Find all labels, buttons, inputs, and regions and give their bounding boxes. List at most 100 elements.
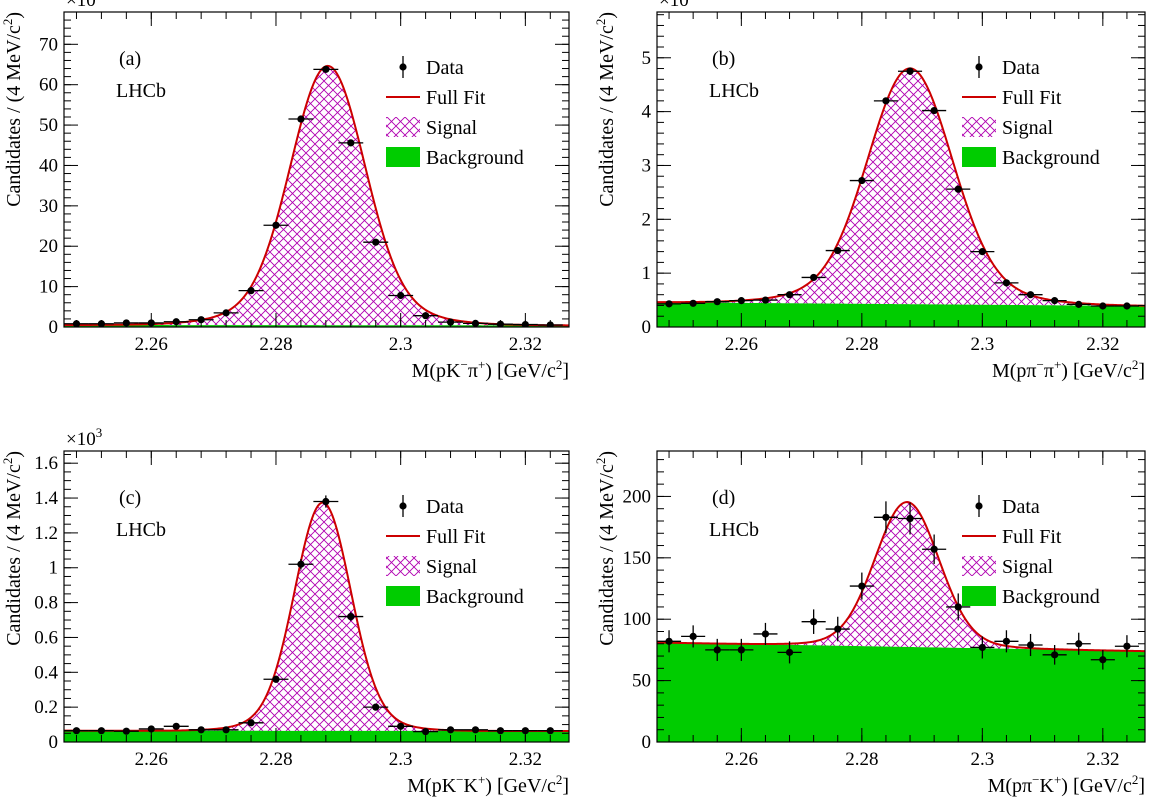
data-marker — [761, 630, 770, 638]
y-tick-label: 10 — [39, 277, 58, 298]
data-marker — [272, 675, 280, 683]
x-tick-label: 2.28 — [845, 334, 878, 355]
data-point — [873, 97, 898, 105]
x-tick-label: 2.32 — [509, 749, 542, 770]
y-tick-label: 0.6 — [34, 627, 58, 648]
plot-frame — [656, 11, 1146, 328]
y-axis-label: Candidates / (4 MeV/c2) — [593, 451, 618, 646]
panel-label: (c) — [119, 487, 141, 509]
legend-signal: Signal — [962, 117, 1054, 139]
data-marker — [713, 646, 721, 654]
data-point — [681, 299, 706, 307]
data-marker — [372, 238, 380, 246]
data-point — [413, 312, 439, 320]
x-tick-label: 2.3 — [389, 334, 413, 355]
data-point — [463, 726, 488, 734]
panel-label: (d) — [712, 487, 735, 509]
data-marker — [1051, 297, 1059, 305]
legend-data-label: Data — [1002, 57, 1040, 79]
y-axis-label-sup: 2 — [593, 458, 608, 465]
y-tick-label: 3 — [642, 155, 652, 176]
y-tick-label: 30 — [39, 196, 58, 217]
panel-label: (b) — [712, 48, 735, 70]
data-point — [922, 534, 947, 564]
y-tick-label: 0 — [642, 732, 652, 753]
y-axis-label-part: Candidates / (4 MeV/c — [3, 464, 25, 646]
x-axis-label: M(pK−π+) [GeV/c2] — [412, 357, 569, 382]
legend-background-swatch — [386, 147, 420, 167]
data-point — [363, 703, 389, 711]
data-point — [1114, 302, 1139, 310]
data-point — [946, 593, 971, 621]
data-point — [338, 612, 364, 621]
x-axis-label-part: M(pK — [412, 360, 461, 382]
plot-frame — [63, 450, 570, 743]
y-exponent-base: ×10 — [66, 429, 96, 450]
data-marker — [247, 287, 255, 295]
data-point — [657, 630, 682, 653]
y-tick-label: 150 — [623, 548, 652, 569]
legend-background-swatch — [962, 147, 996, 167]
y-tick-label: 0.2 — [34, 697, 58, 718]
x-tick-label: 2.26 — [725, 749, 758, 770]
y-tick-label: 1.6 — [34, 453, 58, 474]
y-axis-label: Candidates / (4 MeV/c2) — [593, 12, 618, 207]
plot-area — [657, 67, 1145, 327]
data-marker — [1099, 656, 1107, 664]
data-point — [825, 246, 850, 255]
data-marker — [1123, 642, 1131, 650]
legend-background: Background — [962, 586, 1100, 608]
y-tick-label: 2 — [642, 209, 652, 230]
legend-full-fit-label: Full Fit — [1002, 87, 1062, 109]
legend-signal-swatch — [386, 117, 420, 137]
data-point — [849, 572, 874, 600]
legend-data-label: Data — [426, 57, 464, 79]
x-axis-label-sup: + — [1054, 772, 1061, 787]
x-tick-label: 2.3 — [389, 749, 413, 770]
plot-area — [657, 501, 1145, 742]
legend-data-marker — [399, 502, 407, 510]
data-marker — [665, 637, 673, 645]
legend-signal: Signal — [386, 556, 478, 578]
data-marker — [858, 176, 866, 185]
signal-area — [657, 502, 1145, 652]
y-axis-label-part: Candidates / (4 MeV/c — [596, 25, 618, 207]
legend-signal-label: Signal — [426, 117, 478, 139]
data-marker — [785, 648, 794, 656]
x-tick-label: 2.32 — [1086, 334, 1119, 355]
data-marker — [322, 497, 330, 506]
data-marker — [1051, 651, 1059, 659]
y-axis-label-part: ) — [3, 451, 25, 458]
y-exponent-label: ×103 — [659, 0, 695, 11]
x-axis-label-part: M(pπ — [988, 775, 1033, 797]
data-point — [1066, 300, 1091, 308]
data-point — [801, 273, 826, 282]
data-point — [213, 726, 239, 734]
data-marker — [422, 727, 430, 736]
data-marker — [906, 67, 914, 75]
data-marker — [785, 291, 794, 299]
data-point — [922, 106, 947, 115]
y-axis-label-sup: 2 — [0, 19, 15, 26]
x-axis-label-sup: − — [1032, 772, 1039, 787]
legend-data: Data — [975, 495, 1040, 518]
data-point — [994, 630, 1019, 653]
legend: Data Full Fit Signal Background — [386, 56, 524, 169]
data-point — [1018, 291, 1043, 299]
legend-signal-swatch — [962, 556, 996, 576]
y-tick-label: 5 — [642, 48, 652, 69]
data-point — [263, 675, 289, 683]
data-marker — [496, 727, 505, 735]
data-marker — [347, 612, 355, 621]
data-marker — [1075, 640, 1083, 648]
x-axis-label-sup: + — [478, 357, 485, 372]
legend-full-fit: Full Fit — [962, 87, 1062, 109]
data-point — [825, 616, 850, 642]
data-marker — [297, 560, 305, 568]
legend-signal-label: Signal — [1002, 556, 1054, 578]
data-marker — [665, 300, 673, 308]
x-axis-label-sup: + — [478, 772, 485, 787]
data-point — [1042, 297, 1067, 305]
